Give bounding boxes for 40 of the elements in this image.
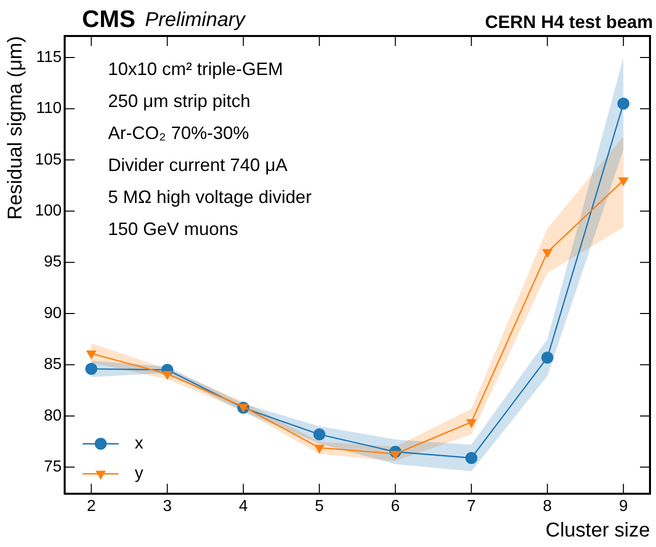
annotation: 150 GeV muons bbox=[108, 219, 238, 240]
x-tick-label: 6 bbox=[390, 498, 400, 515]
y-tick-label: 100 bbox=[34, 202, 62, 220]
x-tick-label: 2 bbox=[86, 498, 96, 515]
text: CMS bbox=[82, 6, 136, 34]
y-axis-title: Residual sigma (μm) bbox=[4, 36, 27, 220]
x-tick-label: 4 bbox=[238, 498, 248, 515]
annotation: Divider current 740 μA bbox=[108, 155, 288, 176]
point bbox=[541, 352, 554, 364]
text: CERN H4 test beam bbox=[484, 12, 653, 33]
y-tick-label: 85 bbox=[44, 356, 62, 374]
y-tick-label: 105 bbox=[34, 151, 62, 168]
y-tick-label: 95 bbox=[44, 254, 62, 271]
x-tick-label: 5 bbox=[314, 498, 324, 515]
legend-label: x bbox=[134, 433, 144, 452]
x-tick-label: 7 bbox=[466, 498, 476, 515]
y-tick-label: 90 bbox=[44, 304, 62, 322]
point bbox=[313, 428, 326, 440]
x-tick-label: 9 bbox=[618, 498, 628, 515]
point bbox=[85, 362, 98, 375]
x-tick-label: 8 bbox=[542, 498, 552, 515]
point bbox=[542, 249, 553, 258]
annotation: 10x10 cm² triple-GEM bbox=[108, 59, 284, 80]
y-tick-label: 80 bbox=[44, 407, 62, 424]
point bbox=[86, 350, 96, 360]
point bbox=[617, 98, 630, 110]
x-tick-label: 3 bbox=[162, 498, 172, 515]
text: Preliminary bbox=[145, 9, 246, 32]
annotation: 250 μm strip pitch bbox=[108, 91, 250, 112]
legend-label: y bbox=[134, 463, 144, 482]
y-tick-label: 110 bbox=[36, 100, 62, 118]
point bbox=[465, 452, 478, 464]
point bbox=[618, 177, 629, 186]
y-tick-label: 115 bbox=[36, 48, 62, 66]
y-tick-label: 75 bbox=[44, 458, 62, 476]
annotation: 5 MΩ high voltage divider bbox=[108, 187, 312, 208]
x-axis-title: Cluster size bbox=[546, 520, 650, 542]
point bbox=[466, 419, 477, 428]
annotation: Ar-CO₂ 70%-30% bbox=[108, 123, 250, 144]
point bbox=[390, 450, 401, 460]
